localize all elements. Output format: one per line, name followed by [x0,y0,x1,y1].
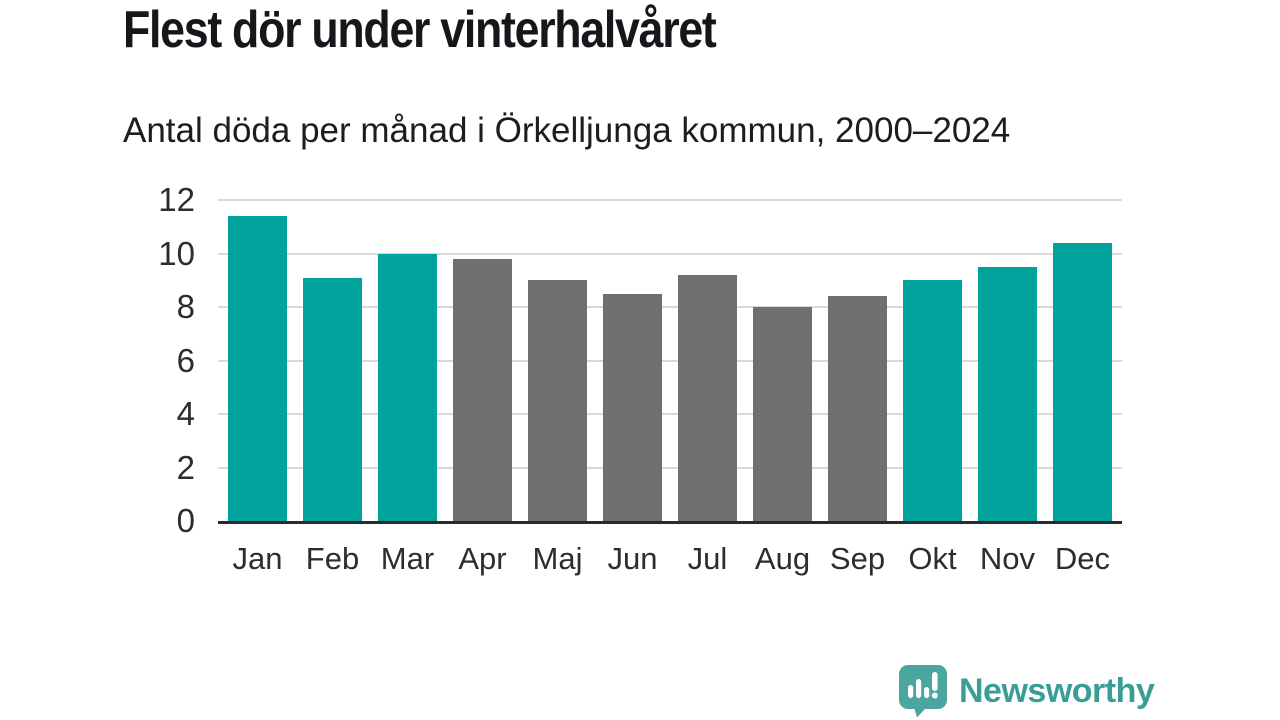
x-tick-label-jul: Jul [687,541,728,576]
brand-name: Newsworthy [959,671,1155,710]
x-tick-label-feb: Feb [305,541,360,576]
bar-maj [528,280,587,521]
newsworthy-speech-bubble-chart-icon [899,665,947,718]
x-tick-label-aug: Aug [754,541,811,576]
x-tick-label-dec: Dec [1054,541,1111,576]
y-tick-label-6: 6 [176,341,195,379]
branding-footer: Newsworthy [898,664,1155,718]
bar-jun [603,293,662,521]
logo-exclamation-dot [931,692,938,699]
x-tick-label-jun: Jun [607,541,658,576]
bar-mar [378,253,437,521]
x-tick-label-maj: Maj [532,541,583,576]
x-tick-label-okt: Okt [908,541,957,576]
x-tick-label-mar: Mar [380,541,435,576]
bar-sep [828,296,887,521]
y-tick-label-8: 8 [176,288,195,325]
y-tick-label-0: 0 [176,502,195,539]
bar-feb [303,277,362,521]
bar-nov [978,266,1037,521]
bar-jul [678,274,737,521]
x-tick-label-sep: Sep [829,541,886,576]
gridline-y8 [218,306,1122,308]
gridline-y4 [218,413,1122,415]
bar-jan [228,216,287,521]
logo-bar-3 [924,687,930,698]
gridline-y2 [218,466,1122,469]
x-tick-label-nov: Nov [979,541,1036,576]
x-tick-label-apr: Apr [458,541,507,576]
bar-okt [903,280,962,521]
plot-area: 0 2 4 6 8 10 12 Jan Feb Mar Apr Maj Jun Jul Aug Sep Okt N… [158,183,1122,575]
logo-bar-2 [916,679,922,698]
bar-apr [453,258,512,521]
speech-bubble-shape [899,665,947,718]
bar-aug [753,307,812,521]
gridline-y6 [218,359,1122,362]
gridline-y10 [218,252,1122,255]
logo-exclamation-stem [932,672,938,691]
x-tick-label-jan: Jan [232,541,283,576]
logo-bar-1 [908,685,914,698]
y-tick-label-12: 12 [158,181,195,218]
chart-title: Flest dör under vinterhalvåret [123,1,717,59]
bar-dec [1053,242,1112,521]
y-tick-label-4: 4 [176,395,195,432]
chart-subtitle: Antal döda per månad i Örkelljunga kommu… [123,111,1011,150]
gridline-y12 [218,199,1122,201]
y-tick-label-10: 10 [158,234,195,272]
y-tick-label-2: 2 [176,448,195,486]
